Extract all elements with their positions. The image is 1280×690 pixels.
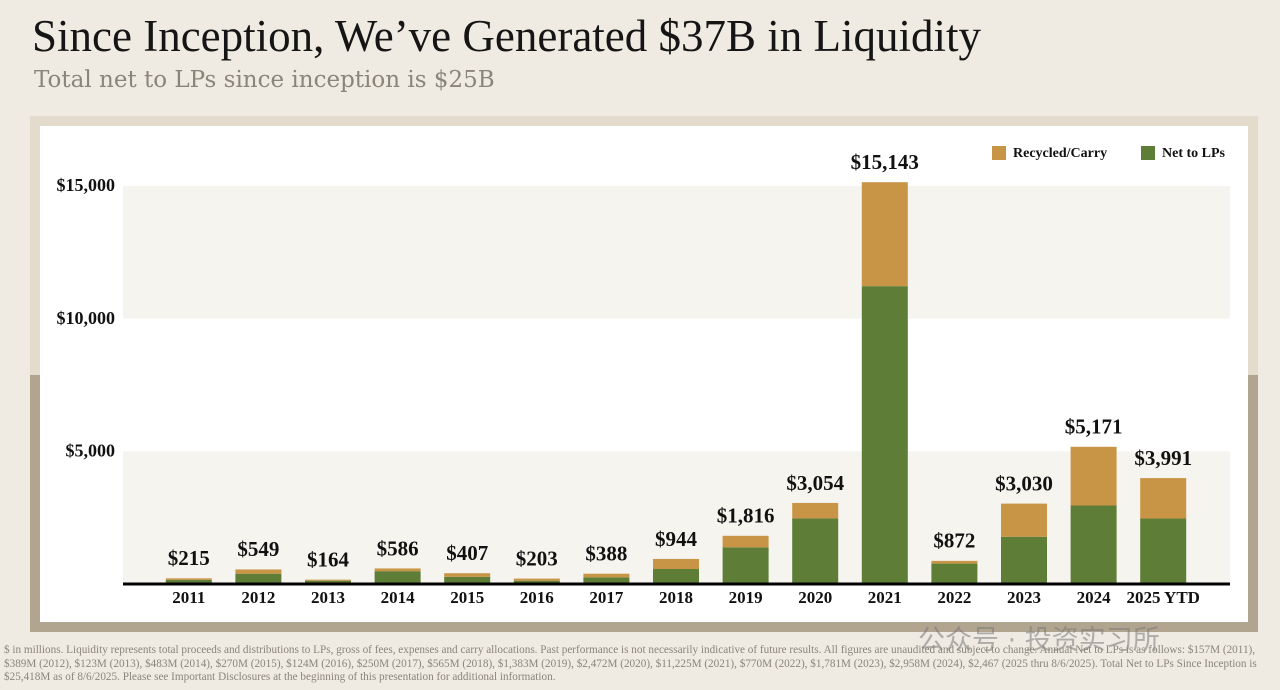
chart-title: Since Inception, We’ve Generated $37B in… <box>32 11 982 61</box>
x-tick-label: 2016 <box>520 588 554 607</box>
x-tick-label: 2023 <box>1007 588 1041 607</box>
bar-segment <box>513 580 560 584</box>
bar-segment <box>235 573 282 584</box>
total-label: $5,171 <box>1065 415 1123 439</box>
bar-segment <box>931 560 978 564</box>
bar-segment <box>444 576 491 584</box>
total-label: $215 <box>168 546 210 570</box>
bar-segment <box>1001 503 1047 537</box>
x-tick-label: 2024 <box>1077 588 1112 607</box>
y-tick-label: $10,000 <box>57 308 116 328</box>
bar-segment <box>583 577 630 584</box>
total-label: $164 <box>307 547 350 571</box>
bar-segment <box>235 569 282 574</box>
bar-segment <box>1070 446 1117 506</box>
x-tick-label: 2021 <box>868 588 902 607</box>
legend-label: Recycled/Carry <box>1013 146 1107 161</box>
bar-segment <box>165 578 212 580</box>
bar-segment <box>653 558 699 570</box>
total-label: $3,991 <box>1134 446 1192 470</box>
bar-segment <box>861 286 908 584</box>
legend-label: Net to LPs <box>1162 146 1226 161</box>
bar-segment <box>792 502 839 519</box>
total-label: $586 <box>377 536 419 560</box>
bar-segment <box>792 518 839 584</box>
total-label: $15,143 <box>851 150 919 174</box>
x-tick-label: 2025 YTD <box>1126 588 1200 607</box>
total-label: $203 <box>516 546 558 570</box>
total-label: $3,054 <box>786 471 844 495</box>
footnote: $ in millions. Liquidity represents tota… <box>4 644 1257 683</box>
x-tick-label: 2012 <box>241 588 275 607</box>
total-label: $944 <box>655 527 698 551</box>
x-tick-label: 2011 <box>172 588 205 607</box>
total-label: $407 <box>446 541 488 565</box>
x-tick-label: 2019 <box>729 588 763 607</box>
grid-band <box>123 186 1230 319</box>
x-tick-label: 2015 <box>450 588 484 607</box>
bar-segment <box>583 573 630 578</box>
chart: $5,000 $10,000 $15,000 $215 2011 $549 2012 $164… <box>30 116 1258 632</box>
bar-segment <box>444 573 491 577</box>
watermark: 公众号 · 投资实习所 <box>918 625 1160 656</box>
chart-subtitle: Total net to LPs since inception is $25B <box>34 67 495 93</box>
x-tick-label: 2013 <box>311 588 345 607</box>
x-tick-label: 2020 <box>798 588 832 607</box>
bar-segment <box>165 579 212 584</box>
y-tick-label: $5,000 <box>66 440 116 460</box>
x-tick-label: 2018 <box>659 588 693 607</box>
bar-segment <box>305 580 351 584</box>
total-label: $1,816 <box>717 504 775 528</box>
total-label: $3,030 <box>995 471 1053 495</box>
bar-segment <box>653 569 699 584</box>
total-label: $388 <box>585 542 627 566</box>
x-tick-label: 2017 <box>589 588 624 607</box>
bar-segment <box>513 578 560 581</box>
y-tick-label: $15,000 <box>57 175 116 195</box>
bar-segment <box>722 535 769 548</box>
x-tick-label: 2014 <box>381 588 416 607</box>
bar-segment <box>1001 536 1047 584</box>
total-label: $549 <box>237 537 279 561</box>
legend-swatch <box>1141 146 1155 160</box>
x-tick-label: 2022 <box>937 588 971 607</box>
bar-segment <box>374 568 421 572</box>
legend-swatch <box>992 146 1006 160</box>
bar-segment <box>305 579 351 581</box>
total-label: $872 <box>933 529 975 553</box>
bar-segment <box>861 182 908 287</box>
bar-segment <box>931 563 978 584</box>
bar-segment <box>722 547 769 584</box>
bar-segment <box>1140 518 1187 584</box>
bar-segment <box>374 571 421 584</box>
bar-segment <box>1140 478 1187 519</box>
bar-segment <box>1070 505 1117 584</box>
